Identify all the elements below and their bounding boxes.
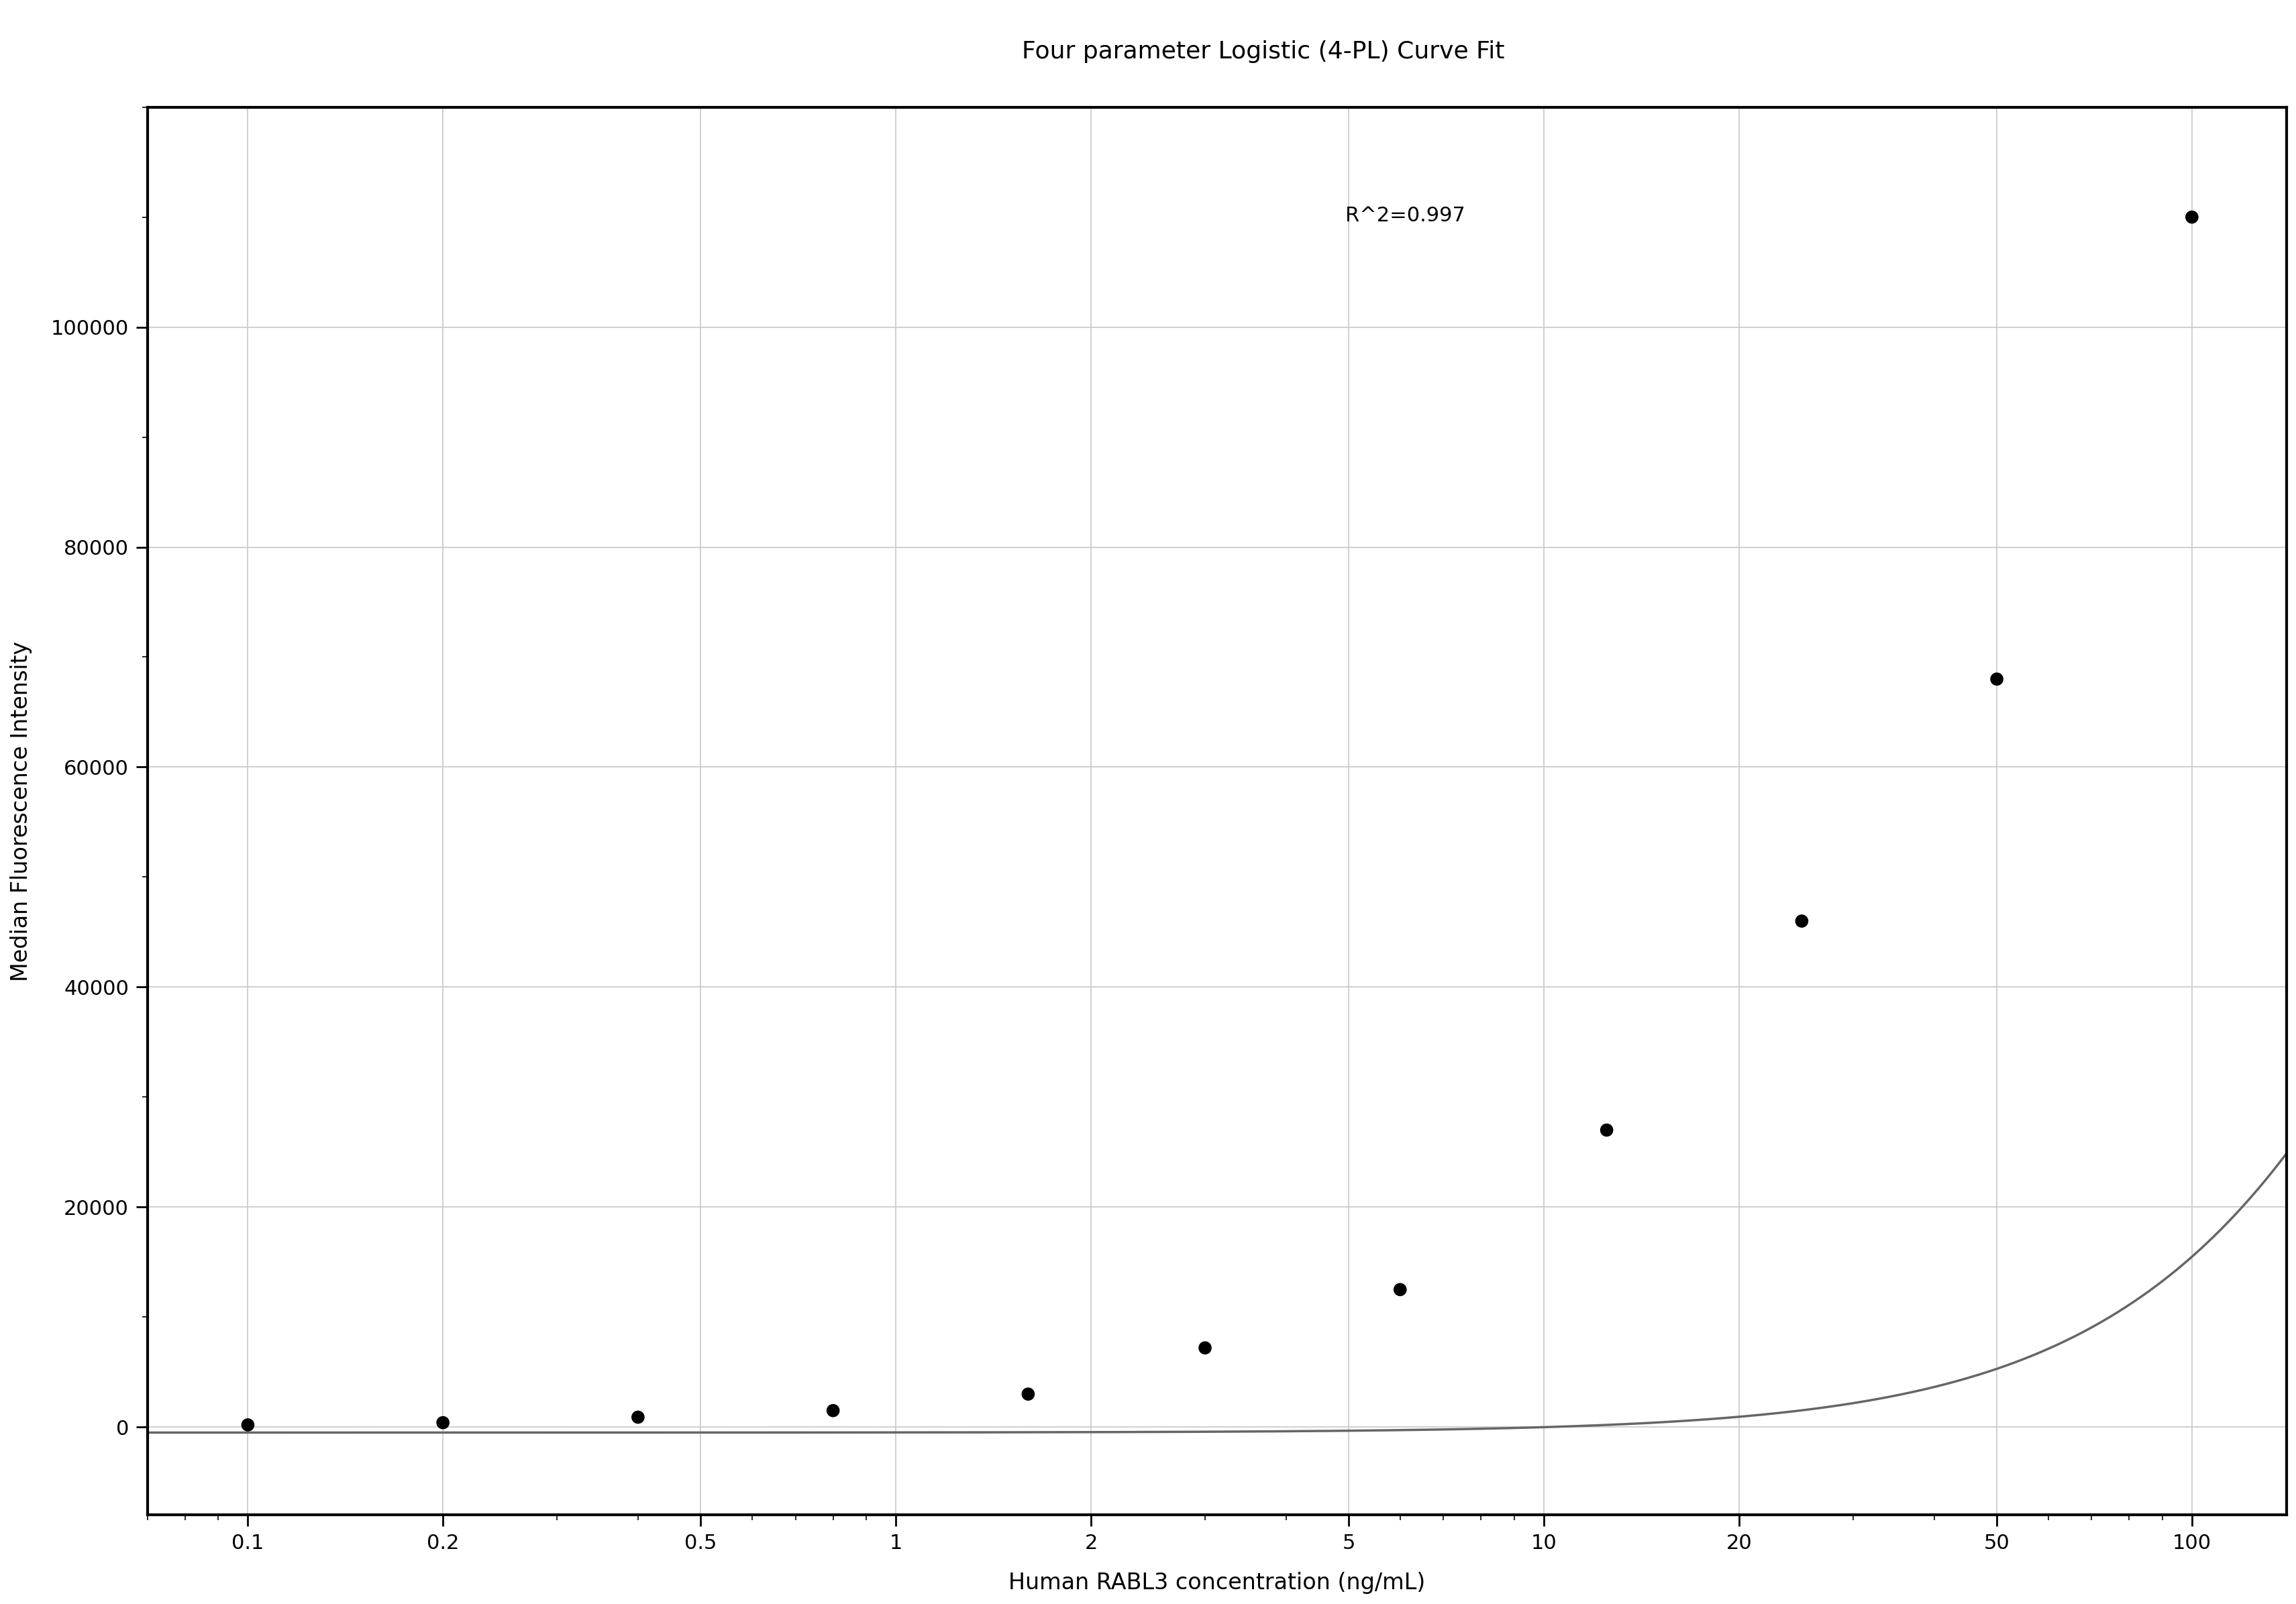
Text: R^2=0.997: R^2=0.997 — [1345, 205, 1465, 225]
Point — [1977, 666, 2014, 691]
Point — [230, 1412, 266, 1437]
Point — [1784, 908, 1821, 934]
Point — [425, 1410, 461, 1436]
Point — [1187, 1335, 1224, 1360]
Point — [620, 1405, 657, 1431]
Point — [1589, 1118, 1626, 1144]
X-axis label: Human RABL3 concentration (ng/mL): Human RABL3 concentration (ng/mL) — [1008, 1572, 1426, 1594]
Point — [2172, 204, 2209, 229]
Y-axis label: Median Fluorescence Intensity: Median Fluorescence Intensity — [9, 642, 32, 982]
Text: Four parameter Logistic (4-PL) Curve Fit: Four parameter Logistic (4-PL) Curve Fit — [1022, 40, 1504, 63]
Point — [815, 1397, 852, 1423]
Point — [1010, 1381, 1047, 1407]
Point — [1382, 1277, 1419, 1302]
